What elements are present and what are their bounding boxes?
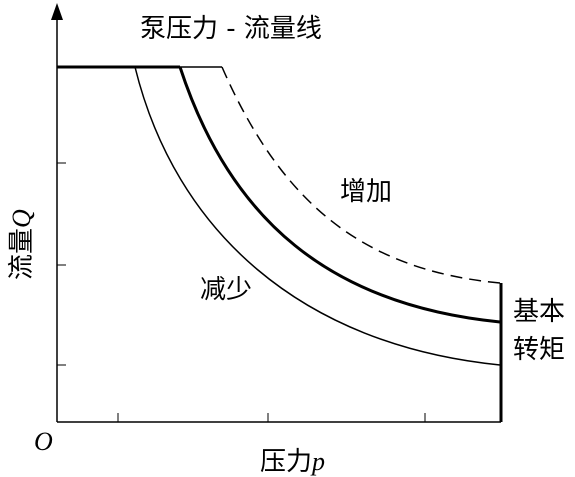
y-axis-label: 流量Q xyxy=(7,209,37,280)
x-label-symbol: p xyxy=(310,447,325,476)
increase-label: 增加 xyxy=(340,177,392,207)
decrease-label: 减少 xyxy=(200,275,252,305)
increase-curve xyxy=(221,66,501,284)
x-label-text: 压力 xyxy=(260,447,312,477)
y-arrow xyxy=(51,3,63,20)
curves xyxy=(57,65,503,422)
y-label-text: 流量 xyxy=(7,228,37,280)
origin-label: O xyxy=(34,427,53,456)
decrease-curve xyxy=(134,66,501,366)
torque-label: 基本 xyxy=(513,297,565,327)
y-label-symbol: Q xyxy=(7,209,36,228)
base-curve xyxy=(178,66,501,324)
x-axis-label: 压力p xyxy=(260,447,325,477)
axes xyxy=(51,3,501,423)
torque-label: 转矩 xyxy=(513,335,565,365)
title: 泵压力 - 流量线 xyxy=(140,14,322,44)
